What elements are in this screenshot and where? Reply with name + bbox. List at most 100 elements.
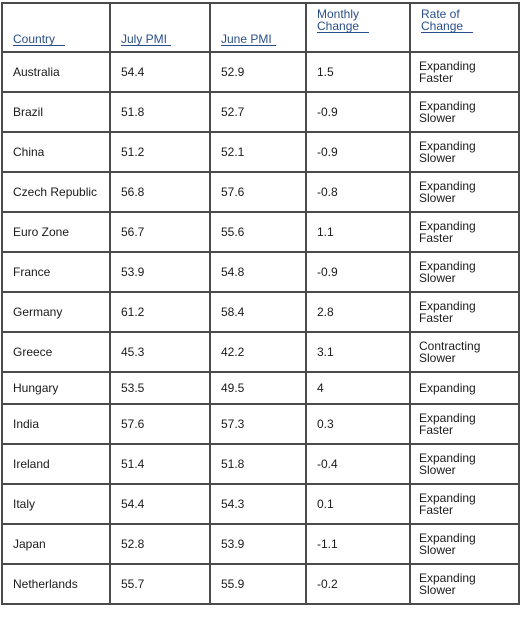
rate-line1: Expanding bbox=[419, 381, 476, 395]
cell-june-pmi: 57.3 bbox=[209, 403, 307, 445]
rate-line1: Expanding bbox=[419, 139, 476, 153]
cell-country: Euro Zone bbox=[1, 211, 111, 253]
rate-line2: Slower bbox=[419, 111, 456, 125]
cell-monthly-change: -0.9 bbox=[305, 131, 411, 173]
rate-line2: Faster bbox=[419, 423, 454, 437]
cell-monthly-change: -0.4 bbox=[305, 443, 411, 485]
cell-country: Australia bbox=[1, 51, 111, 93]
cell-rate-of-change: Expanding Faster bbox=[409, 211, 520, 253]
cell-country: Germany bbox=[1, 291, 111, 333]
table-row: Japan 52.8 53.9 -1.1 Expanding Slower bbox=[1, 523, 520, 565]
cell-rate-of-change: Expanding Faster bbox=[409, 51, 520, 93]
cell-june-pmi: 54.3 bbox=[209, 483, 307, 525]
cell-monthly-change: -0.9 bbox=[305, 251, 411, 293]
cell-june-pmi: 52.1 bbox=[209, 131, 307, 173]
cell-rate-of-change: Expanding Slower bbox=[409, 443, 520, 485]
cell-june-pmi: 53.9 bbox=[209, 523, 307, 565]
rate-line1: Expanding bbox=[419, 219, 476, 233]
table-body: Australia 54.4 52.9 1.5 Expanding Faster… bbox=[1, 51, 520, 605]
rate-line1: Expanding bbox=[419, 451, 476, 465]
cell-july-pmi: 56.8 bbox=[109, 171, 211, 213]
cell-monthly-change: 1.1 bbox=[305, 211, 411, 253]
cell-monthly-change: -0.9 bbox=[305, 91, 411, 133]
table-row: Euro Zone 56.7 55.6 1.1 Expanding Faster bbox=[1, 211, 520, 253]
cell-country: Hungary bbox=[1, 371, 111, 405]
cell-june-pmi: 51.8 bbox=[209, 443, 307, 485]
rate-line1: Expanding bbox=[419, 299, 476, 313]
header-rate-line2: Change bbox=[421, 20, 474, 33]
cell-july-pmi: 61.2 bbox=[109, 291, 211, 333]
table-row: France 53.9 54.8 -0.9 Expanding Slower bbox=[1, 251, 520, 293]
cell-country: Ireland bbox=[1, 443, 111, 485]
pmi-table: Country July PMI June PMI Monthly Change… bbox=[1, 2, 520, 605]
header-monthly-line1: Monthly bbox=[317, 7, 360, 21]
cell-country: Brazil bbox=[1, 91, 111, 133]
table-row: Ireland 51.4 51.8 -0.4 Expanding Slower bbox=[1, 443, 520, 485]
rate-line1: Expanding bbox=[419, 59, 476, 73]
cell-july-pmi: 51.8 bbox=[109, 91, 211, 133]
cell-country: France bbox=[1, 251, 111, 293]
cell-rate-of-change: Expanding Slower bbox=[409, 91, 520, 133]
header-monthly-change: Monthly Change bbox=[305, 2, 411, 53]
cell-july-pmi: 54.4 bbox=[109, 483, 211, 525]
cell-july-pmi: 55.7 bbox=[109, 563, 211, 605]
table-row: Brazil 51.8 52.7 -0.9 Expanding Slower bbox=[1, 91, 520, 133]
cell-june-pmi: 52.9 bbox=[209, 51, 307, 93]
cell-july-pmi: 56.7 bbox=[109, 211, 211, 253]
cell-monthly-change: 0.1 bbox=[305, 483, 411, 525]
rate-line2: Slower bbox=[419, 583, 456, 597]
header-july-pmi: July PMI bbox=[109, 2, 211, 53]
cell-country: Czech Republic bbox=[1, 171, 111, 213]
cell-july-pmi: 53.9 bbox=[109, 251, 211, 293]
rate-line1: Expanding bbox=[419, 259, 476, 273]
rate-line2: Slower bbox=[419, 351, 456, 365]
cell-monthly-change: 4 bbox=[305, 371, 411, 405]
header-rate-line1: Rate of bbox=[421, 7, 460, 21]
cell-country: Italy bbox=[1, 483, 111, 525]
table-row: Hungary 53.5 49.5 4 Expanding bbox=[1, 371, 520, 405]
table-row: Czech Republic 56.8 57.6 -0.8 Expanding … bbox=[1, 171, 520, 213]
header-july-label: July PMI bbox=[121, 33, 172, 46]
header-june-label: June PMI bbox=[221, 33, 276, 46]
table-row: Australia 54.4 52.9 1.5 Expanding Faster bbox=[1, 51, 520, 93]
cell-july-pmi: 57.6 bbox=[109, 403, 211, 445]
rate-line2: Slower bbox=[419, 543, 456, 557]
cell-monthly-change: 2.8 bbox=[305, 291, 411, 333]
rate-line1: Expanding bbox=[419, 571, 476, 585]
header-monthly-line2: Change bbox=[317, 20, 370, 33]
table-row: Netherlands 55.7 55.9 -0.2 Expanding Slo… bbox=[1, 563, 520, 605]
cell-country: China bbox=[1, 131, 111, 173]
cell-rate-of-change: Expanding Slower bbox=[409, 523, 520, 565]
cell-june-pmi: 49.5 bbox=[209, 371, 307, 405]
cell-monthly-change: 1.5 bbox=[305, 51, 411, 93]
cell-monthly-change: -0.8 bbox=[305, 171, 411, 213]
header-rate-of-change: Rate of Change bbox=[409, 2, 520, 53]
cell-july-pmi: 52.8 bbox=[109, 523, 211, 565]
rate-line1: Expanding bbox=[419, 99, 476, 113]
cell-rate-of-change: Expanding Faster bbox=[409, 483, 520, 525]
rate-line2: Faster bbox=[419, 311, 454, 325]
cell-country: Greece bbox=[1, 331, 111, 373]
header-june-pmi: June PMI bbox=[209, 2, 307, 53]
cell-monthly-change: -0.2 bbox=[305, 563, 411, 605]
cell-june-pmi: 52.7 bbox=[209, 91, 307, 133]
cell-monthly-change: -1.1 bbox=[305, 523, 411, 565]
cell-july-pmi: 54.4 bbox=[109, 51, 211, 93]
cell-june-pmi: 42.2 bbox=[209, 331, 307, 373]
cell-june-pmi: 55.9 bbox=[209, 563, 307, 605]
header-country: Country bbox=[1, 2, 111, 53]
cell-june-pmi: 55.6 bbox=[209, 211, 307, 253]
cell-july-pmi: 45.3 bbox=[109, 331, 211, 373]
rate-line2: Slower bbox=[419, 151, 456, 165]
rate-line2: Slower bbox=[419, 463, 456, 477]
cell-rate-of-change: Expanding Slower bbox=[409, 131, 520, 173]
rate-line2: Slower bbox=[419, 271, 456, 285]
rate-line1: Contracting bbox=[419, 339, 481, 353]
cell-july-pmi: 51.2 bbox=[109, 131, 211, 173]
rate-line2: Slower bbox=[419, 191, 456, 205]
rate-line1: Expanding bbox=[419, 411, 476, 425]
cell-monthly-change: 0.3 bbox=[305, 403, 411, 445]
cell-july-pmi: 51.4 bbox=[109, 443, 211, 485]
header-country-label: Country bbox=[13, 33, 66, 46]
